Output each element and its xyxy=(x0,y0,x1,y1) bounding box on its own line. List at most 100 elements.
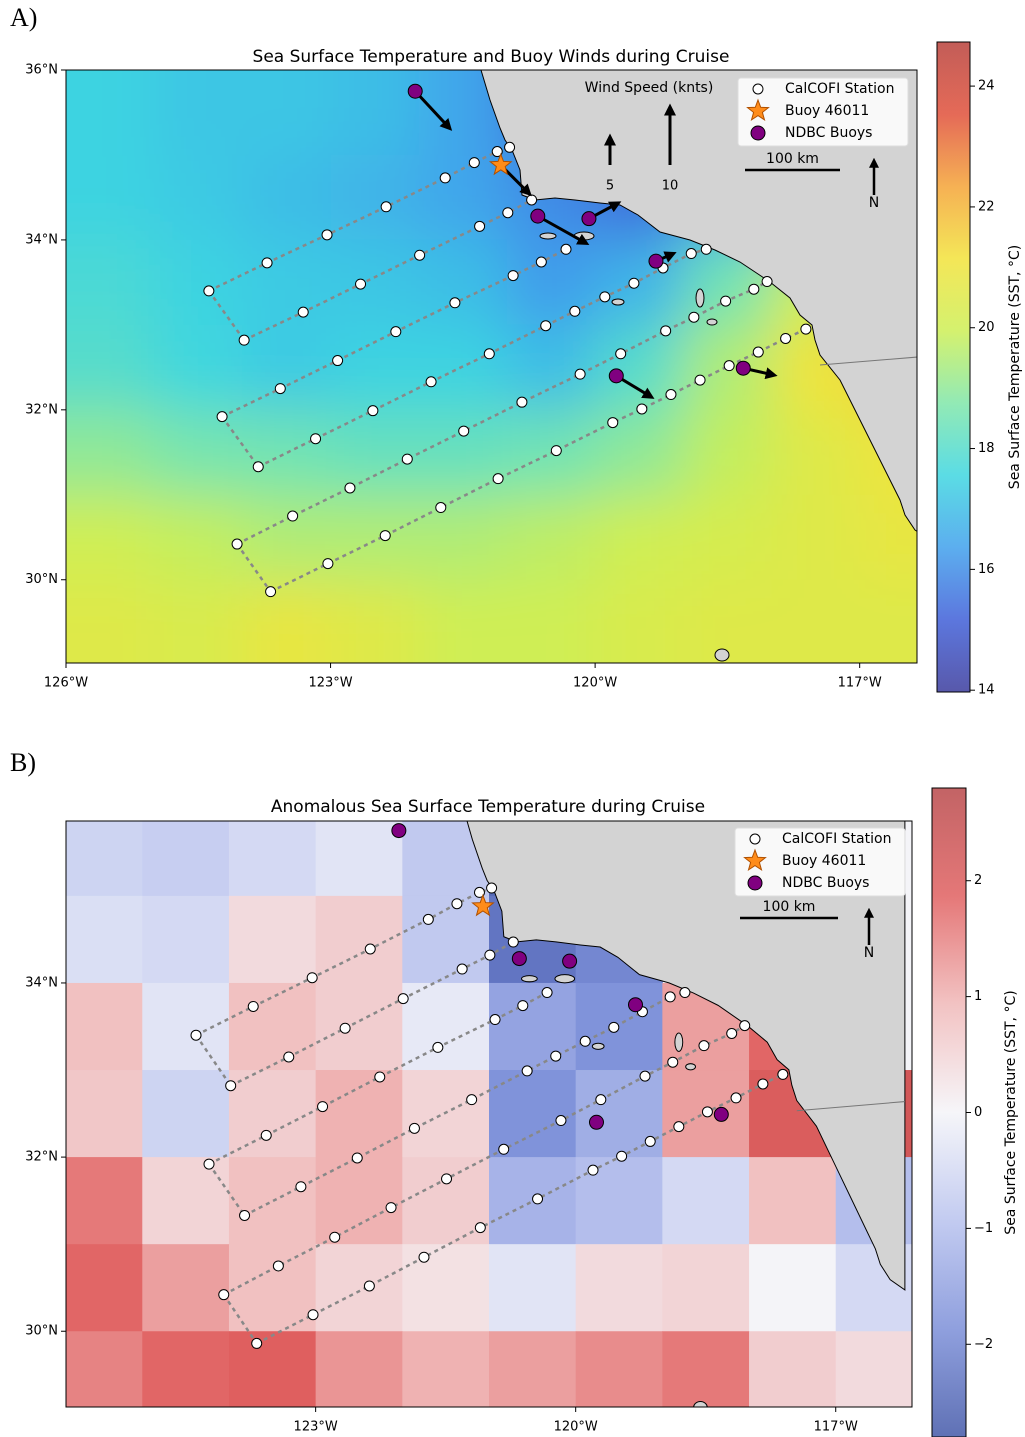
field-cell xyxy=(154,324,243,411)
field-cell xyxy=(228,1331,317,1407)
field-cell xyxy=(66,239,155,326)
station xyxy=(507,936,519,948)
colorbar-tick-label: 0 xyxy=(974,1105,982,1120)
station xyxy=(628,277,640,289)
field-cell xyxy=(489,982,577,1071)
map-title: Anomalous Sea Surface Temperature during… xyxy=(271,797,705,817)
station xyxy=(414,249,426,261)
field-cell xyxy=(66,1070,143,1158)
field-cell xyxy=(66,1157,143,1245)
station xyxy=(673,1121,685,1133)
station xyxy=(218,1289,230,1301)
station xyxy=(665,389,677,401)
field-cell xyxy=(66,409,155,496)
station xyxy=(425,376,437,388)
field-cell xyxy=(142,1157,230,1245)
track-connector xyxy=(221,415,260,468)
station xyxy=(451,898,463,910)
field-cell xyxy=(330,409,420,496)
field-cell xyxy=(228,1070,317,1158)
field-cell xyxy=(402,1331,490,1407)
colorbar-tick-label: 1 xyxy=(974,989,982,1004)
x-tick-label: 117°W xyxy=(814,1420,858,1435)
station xyxy=(761,276,773,288)
buoy-46011 xyxy=(488,152,513,176)
ndbc-buoy xyxy=(608,368,624,384)
colorbar-tick-label: 24 xyxy=(978,79,995,94)
station xyxy=(295,1181,307,1193)
legend-marker xyxy=(749,833,761,845)
legend-marker xyxy=(750,125,766,141)
legend-label: NDBC Buoys xyxy=(785,125,872,141)
field-cell xyxy=(154,239,243,326)
field-cell xyxy=(506,324,596,411)
wind-key-label: 10 xyxy=(662,179,679,194)
field-cell xyxy=(418,494,508,581)
station xyxy=(636,403,648,415)
station xyxy=(800,323,812,335)
field-cell xyxy=(315,895,403,984)
station xyxy=(432,1041,444,1053)
field-cell xyxy=(749,1331,837,1407)
station xyxy=(569,305,581,317)
field-cell xyxy=(66,1331,143,1407)
field-cell xyxy=(330,70,420,156)
station xyxy=(322,558,334,570)
legend-label: Buoy 46011 xyxy=(782,853,866,869)
colorbar-tick-label: 20 xyxy=(978,320,995,335)
station xyxy=(297,306,309,318)
field-cell xyxy=(228,982,317,1071)
buoy-46011 xyxy=(471,893,495,917)
station xyxy=(332,355,344,367)
station xyxy=(401,453,413,465)
station xyxy=(265,586,277,598)
panel-b-overlay: B) Anomalous Sea Surface Temperature duri… xyxy=(10,748,1019,1437)
field-cell xyxy=(228,1157,317,1245)
field-cell xyxy=(66,494,155,581)
ndbc-buoy xyxy=(530,208,546,224)
field-cell xyxy=(142,895,230,984)
legend-label: Buoy 46011 xyxy=(785,103,869,119)
field-cell xyxy=(595,579,684,663)
x-tick-label: 120°W xyxy=(554,1420,598,1435)
colorbar-tick-label: 18 xyxy=(978,441,995,456)
colorbar-tick-label: −1 xyxy=(974,1221,993,1236)
field-cell xyxy=(66,982,143,1071)
field-cell xyxy=(402,1157,490,1245)
station xyxy=(579,1035,591,1047)
ndbc-buoy xyxy=(562,953,578,969)
station xyxy=(225,1080,237,1092)
station xyxy=(608,1021,620,1033)
station xyxy=(238,334,250,346)
station xyxy=(408,1122,420,1134)
field-cell xyxy=(242,579,332,663)
field-cell xyxy=(595,239,684,326)
station xyxy=(474,220,486,232)
station xyxy=(252,461,264,473)
station xyxy=(367,405,379,417)
ndbc-buoy xyxy=(511,951,527,967)
field-cell xyxy=(66,579,155,663)
map-marks xyxy=(190,823,789,1349)
colorbar-tick-label: 22 xyxy=(978,199,995,214)
field-cell xyxy=(66,1244,143,1332)
station xyxy=(449,297,461,309)
field-cell xyxy=(66,895,143,984)
station xyxy=(644,1135,656,1147)
station xyxy=(351,1152,363,1164)
station xyxy=(726,1027,738,1039)
station xyxy=(283,1051,295,1063)
station xyxy=(541,987,553,999)
y-tick-label: 34°N xyxy=(25,232,58,247)
station xyxy=(574,368,586,380)
y-tick-label: 30°N xyxy=(25,1324,58,1339)
station xyxy=(595,1094,607,1106)
field-cell xyxy=(228,821,317,897)
field-cell xyxy=(242,70,332,156)
field-cell xyxy=(749,1157,837,1245)
station xyxy=(364,943,376,955)
legend-label: NDBC Buoys xyxy=(782,875,869,891)
station xyxy=(203,285,215,297)
station xyxy=(483,348,495,360)
ndbc-buoy xyxy=(407,83,423,99)
